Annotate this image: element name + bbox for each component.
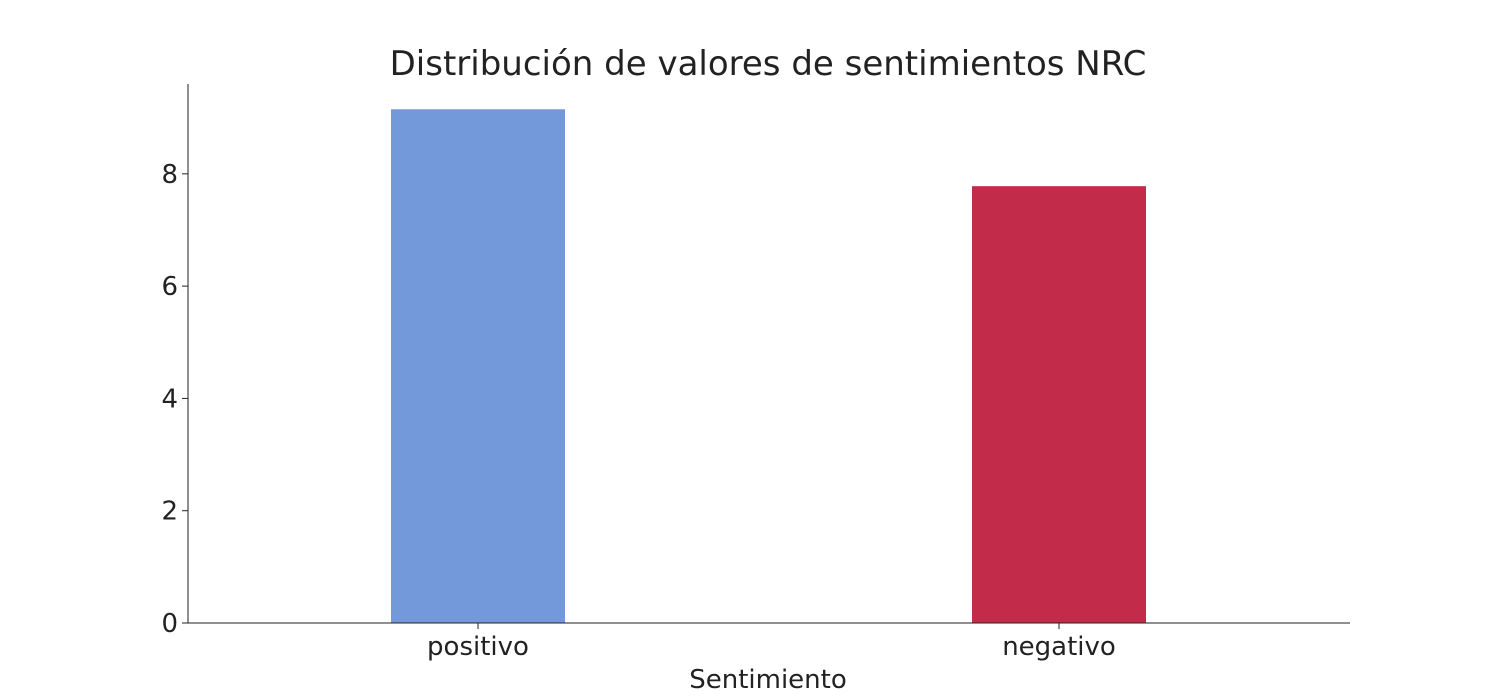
bar-negativo [972, 186, 1146, 623]
x-tick-label: positivo [427, 632, 529, 662]
y-tick-label: 6 [161, 272, 178, 302]
y-ticks: 0 2 4 6 8 [161, 160, 188, 639]
y-tick-label: 4 [161, 384, 178, 414]
axes-layer [187, 84, 1350, 624]
y-tick-label: 8 [161, 160, 178, 190]
bars-layer [391, 109, 1146, 623]
x-ticks: positivo negativo [427, 623, 1116, 662]
y-tick-label: 2 [161, 497, 178, 527]
x-tick-label: negativo [1002, 632, 1116, 662]
bar-positivo [391, 109, 565, 623]
chart-title: Distribución de valores de sentimientos … [390, 44, 1147, 84]
y-tick-label: 0 [161, 609, 178, 639]
x-axis-label: Sentimiento [689, 665, 847, 695]
